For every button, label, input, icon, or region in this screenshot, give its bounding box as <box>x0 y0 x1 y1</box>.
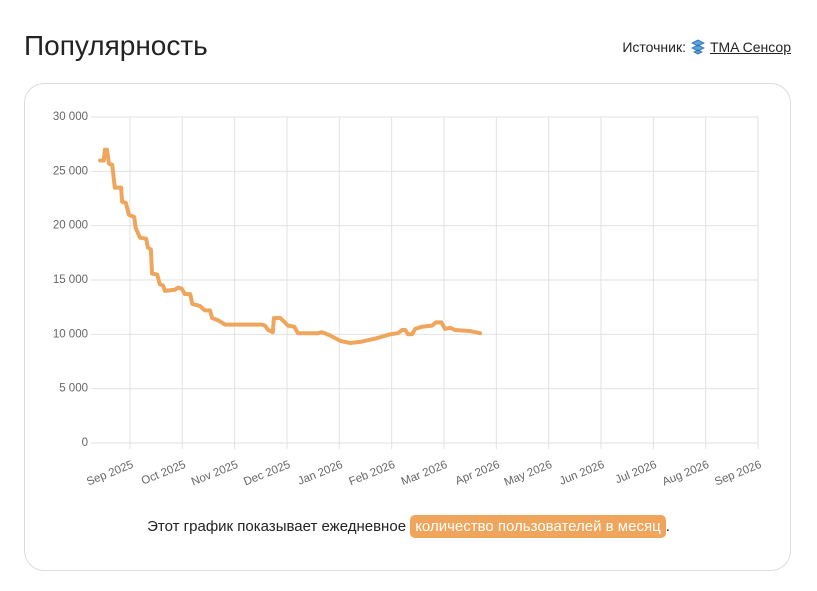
caption-highlight: количество пользователей в месяц <box>410 515 666 538</box>
x-tick-label: Apr 2026 <box>454 459 502 488</box>
source-label: Источник: <box>622 39 686 55</box>
x-tick-label: Jul 2026 <box>614 459 659 486</box>
x-tick-label: Nov 2025 <box>190 459 240 489</box>
data-line <box>98 147 483 345</box>
chart-card <box>24 83 791 571</box>
source-icon <box>691 39 705 55</box>
x-tick-label: Oct 2025 <box>140 459 188 488</box>
source-link[interactable]: TMA Сенсор <box>709 39 791 55</box>
y-tick-label: 10 000 <box>53 328 88 340</box>
x-tick-label: Jun 2026 <box>558 459 606 488</box>
y-tick-label: 0 <box>82 437 88 449</box>
x-tick-label: Mar 2026 <box>400 459 450 488</box>
source: Источник: TMA Сенсор <box>622 39 791 55</box>
x-tick-label: Jan 2026 <box>296 459 344 488</box>
x-tick-label: Sep 2025 <box>85 459 135 489</box>
page-title: Популярность <box>24 30 208 61</box>
y-tick-label: 20 000 <box>53 220 88 232</box>
x-tick-label: Dec 2025 <box>242 459 292 489</box>
caption: Этот график показывает ежедневное количе… <box>0 515 817 538</box>
x-tick-label: Feb 2026 <box>347 459 397 488</box>
x-tick-label: Aug 2026 <box>661 459 711 489</box>
x-tick-label: Sep 2026 <box>713 459 763 489</box>
caption-end: . <box>665 518 670 535</box>
y-tick-label: 15 000 <box>53 274 88 286</box>
caption-text: Этот график показывает ежедневное <box>147 518 407 535</box>
x-tick-label: May 2026 <box>503 459 554 489</box>
y-tick-label: 5 000 <box>59 383 88 395</box>
y-tick-label: 30 000 <box>53 111 88 123</box>
y-tick-label: 25 000 <box>53 165 88 177</box>
